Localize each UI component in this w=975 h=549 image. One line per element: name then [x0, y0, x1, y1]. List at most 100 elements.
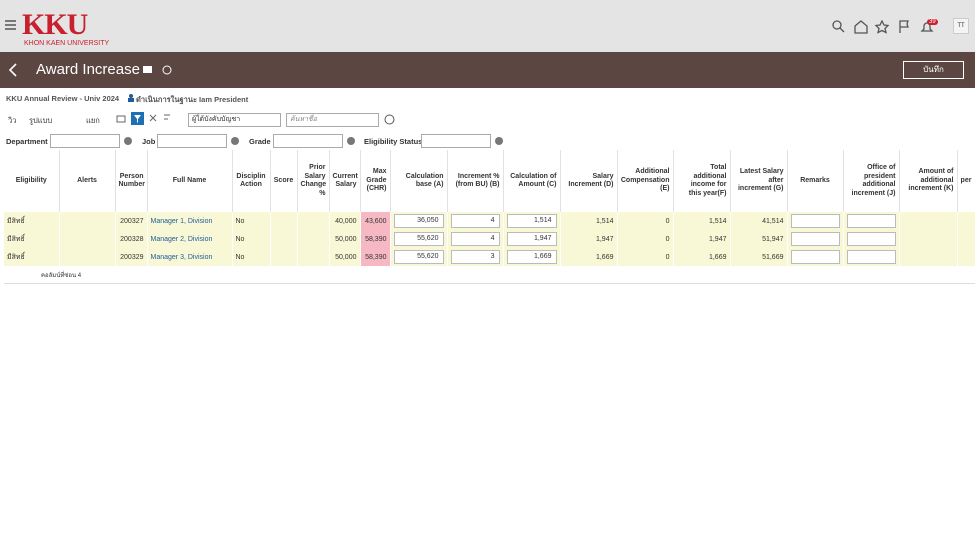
- table-cell: 1,947: [560, 230, 618, 248]
- column-header[interactable]: Alerts: [59, 150, 116, 212]
- column-header[interactable]: Salary Increment (D): [560, 150, 618, 212]
- table-cell: [899, 248, 958, 266]
- divider: [4, 283, 975, 284]
- table-cell: 0: [617, 212, 674, 230]
- table-cell: มีสิทธิ์: [4, 230, 60, 248]
- table-row: มีสิทธิ์ 200329 Manager 3, Division No 50,00…: [4, 248, 975, 266]
- table-cell: 4: [447, 212, 504, 230]
- filter-select[interactable]: [50, 134, 120, 148]
- input-cell[interactable]: 3: [450, 250, 500, 264]
- table-cell: 43,600: [360, 212, 391, 230]
- acting-as[interactable]: ดำเนินการในฐานะ Iam President: [136, 95, 249, 104]
- table-cell: 58,390: [360, 248, 391, 266]
- table-cell: 1,669: [503, 248, 561, 266]
- column-header[interactable]: Eligibility: [4, 150, 60, 212]
- table-cell: [787, 212, 844, 230]
- column-header[interactable]: Additional Compensation (E): [617, 150, 674, 212]
- filter-select[interactable]: [273, 134, 343, 148]
- table-cell: [59, 230, 116, 248]
- column-header[interactable]: Increment % (from BU) (B): [447, 150, 504, 212]
- table-cell: No: [232, 212, 271, 230]
- table-cell: 1,514: [673, 212, 731, 230]
- filter-apply[interactable]: [124, 137, 132, 145]
- column-header[interactable]: per: [957, 150, 975, 212]
- hidden-columns-note: คอลัมน์ที่ซ่อน 4: [41, 273, 82, 279]
- filter-apply[interactable]: [231, 137, 239, 145]
- plan-name: KKU Annual Review - Univ 2024: [6, 94, 120, 103]
- table-cell: 51,947: [730, 230, 788, 248]
- input-cell[interactable]: [846, 214, 896, 228]
- filter-select[interactable]: [421, 134, 491, 148]
- help-icon[interactable]: [384, 114, 395, 125]
- table-cell: [843, 212, 900, 230]
- column-header[interactable]: Total additional income for this year(F): [673, 150, 731, 212]
- input-cell[interactable]: [790, 250, 840, 264]
- column-header[interactable]: Office of president additional increment…: [843, 150, 900, 212]
- column-header[interactable]: Current Salary: [329, 150, 361, 212]
- filter-apply[interactable]: [347, 137, 355, 145]
- table-cell: [843, 248, 900, 266]
- column-header[interactable]: Score: [270, 150, 298, 212]
- table-cell: 0: [617, 248, 674, 266]
- menu-button[interactable]: [5, 20, 16, 30]
- column-header[interactable]: Full Name: [147, 150, 233, 212]
- column-header[interactable]: Calculation base (A): [390, 150, 448, 212]
- table-cell: มีสิทธิ์: [4, 212, 60, 230]
- title-bar: Award Increase บันทึก: [0, 52, 975, 88]
- input-cell[interactable]: 55,620: [393, 250, 444, 264]
- column-header[interactable]: Latest Salary after increment (G): [730, 150, 788, 212]
- input-cell[interactable]: 4: [450, 232, 500, 246]
- column-header[interactable]: Person Number: [115, 150, 148, 212]
- table-cell: 1,514: [560, 212, 618, 230]
- input-cell[interactable]: [790, 214, 840, 228]
- population-select[interactable]: ผู้ใต้บังคับบัญชา: [188, 113, 281, 127]
- top-bar: KKU KHON KAEN UNIVERSITY 39 TT: [0, 0, 975, 52]
- back-button[interactable]: [9, 63, 17, 77]
- filter-apply[interactable]: [495, 137, 503, 145]
- column-header[interactable]: Amount of additional increment (K): [899, 150, 958, 212]
- view-menu[interactable]: วิว: [8, 116, 17, 125]
- table-cell: [957, 212, 975, 230]
- column-header[interactable]: Remarks: [787, 150, 844, 212]
- format-menu[interactable]: รูปแบบ: [29, 116, 53, 125]
- notification-badge: 39: [927, 19, 938, 25]
- column-header[interactable]: Prior Salary Change %: [297, 150, 330, 212]
- table-cell: [899, 212, 958, 230]
- employee-name-link[interactable]: Manager 1, Division: [150, 217, 213, 225]
- search-input[interactable]: ค้นหาชื่อ: [286, 113, 379, 127]
- filter-label: Eligibility Status: [364, 137, 423, 146]
- save-button[interactable]: บันทึก: [903, 61, 964, 79]
- user-avatar[interactable]: TT: [953, 18, 969, 34]
- table-cell: [297, 212, 330, 230]
- input-cell[interactable]: 1,947: [506, 232, 557, 246]
- table-cell: 55,620: [390, 230, 448, 248]
- employee-name-link[interactable]: Manager 3, Division: [150, 253, 213, 261]
- column-header[interactable]: Disciplin Action: [232, 150, 271, 212]
- table-cell: มีสิทธิ์: [4, 248, 60, 266]
- table-cell: 50,000: [329, 248, 361, 266]
- column-header[interactable]: Calculation of Amount (C): [503, 150, 561, 212]
- filter-label: Grade: [249, 137, 271, 146]
- table-row: มีสิทธิ์ 200327 Manager 1, Division No 40,00…: [4, 212, 975, 230]
- table-cell: [787, 230, 844, 248]
- input-cell[interactable]: [846, 232, 896, 246]
- input-cell[interactable]: 1,669: [506, 250, 557, 264]
- employee-name-link[interactable]: Manager 2, Division: [150, 235, 213, 243]
- detach-button[interactable]: แยก: [86, 116, 100, 125]
- table-cell: [270, 212, 298, 230]
- input-cell[interactable]: [846, 250, 896, 264]
- filter-select[interactable]: [157, 134, 227, 148]
- table-cell: 41,514: [730, 212, 788, 230]
- input-cell[interactable]: [790, 232, 840, 246]
- input-cell[interactable]: 36,050: [393, 214, 444, 228]
- filter-label: Department: [6, 137, 48, 146]
- table-cell: 55,620: [390, 248, 448, 266]
- input-cell[interactable]: 4: [450, 214, 500, 228]
- input-cell[interactable]: 55,620: [393, 232, 444, 246]
- column-header[interactable]: Max Grade (CHR): [360, 150, 391, 212]
- logo[interactable]: KKU: [22, 8, 88, 41]
- table-cell: [59, 212, 116, 230]
- input-cell[interactable]: 1,514: [506, 214, 557, 228]
- table-cell: 51,669: [730, 248, 788, 266]
